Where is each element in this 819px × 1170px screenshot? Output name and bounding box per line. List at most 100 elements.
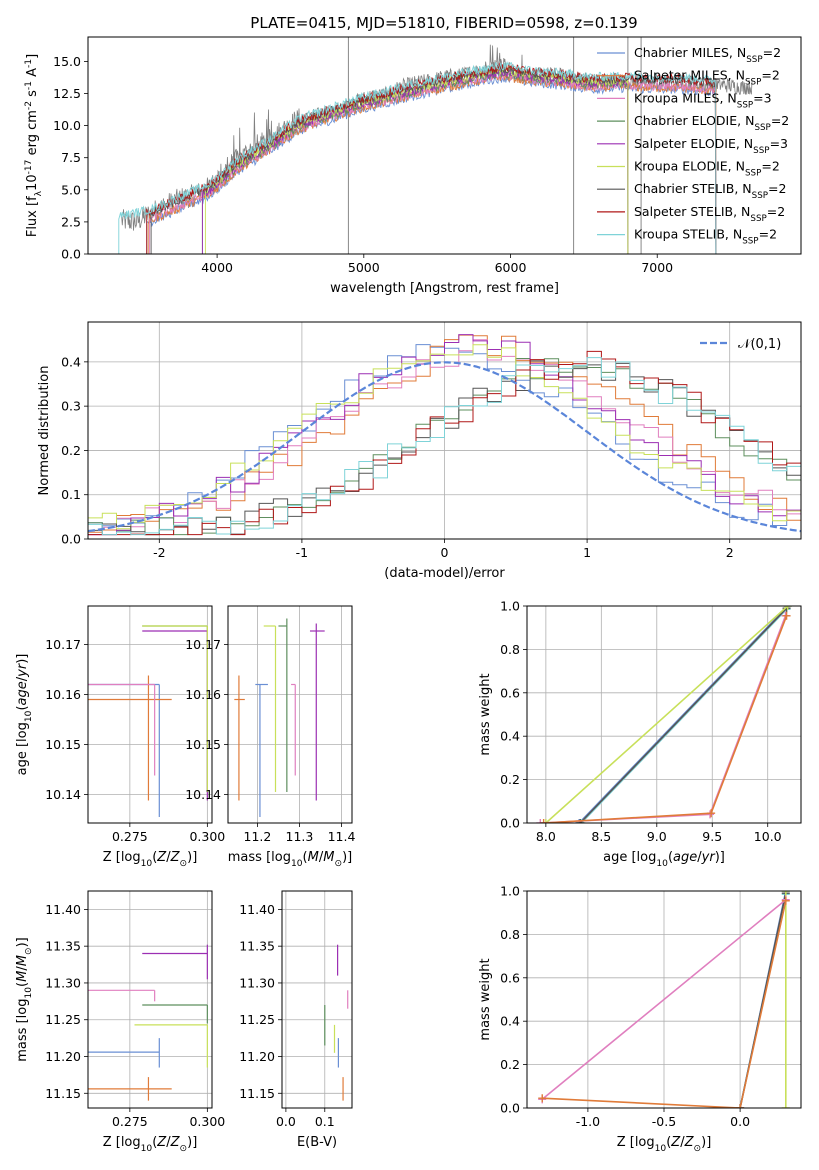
mass-weight-marker xyxy=(781,1104,790,1108)
tick-label-x: 9.5 xyxy=(702,829,722,844)
mass-weight-marker xyxy=(783,606,792,610)
tick-label-y: 10.0 xyxy=(53,118,81,133)
tick-label-y: 10.17 xyxy=(185,637,221,652)
tick-label-y: 7.5 xyxy=(61,150,81,165)
tick-label-y: 11.40 xyxy=(45,902,81,917)
tick-label-y: 11.25 xyxy=(45,1012,81,1027)
axis-label-x: Z [log10(Z/Z⊙)] xyxy=(617,1135,712,1154)
tick-label-x: 0.1 xyxy=(315,1114,335,1129)
tick-label-y: 11.30 xyxy=(239,975,275,990)
axes-age_vs_Z: 0.275 0.300 10.14 10.15 10.16 10.17 Z [log10(Z… xyxy=(15,605,225,869)
tick-label-x: -1 xyxy=(296,545,308,560)
tick-label-x: -1.0 xyxy=(576,1114,600,1129)
mass-weight-marker xyxy=(736,1104,745,1108)
tick-label-y: 11.40 xyxy=(239,902,275,917)
mass-weight-marker xyxy=(781,891,790,895)
legend-label: Salpeter STELIB, NSSP=2 xyxy=(634,204,785,224)
axes-frame xyxy=(227,605,353,824)
tick-label-y: 0.4 xyxy=(61,354,81,369)
tick-label-y: 10.14 xyxy=(45,787,81,802)
model-fit-line xyxy=(118,61,717,254)
plot-area-mass_vs_Z xyxy=(88,944,208,1101)
tick-label-y: 11.30 xyxy=(45,975,81,990)
axis-label-y: mass weight xyxy=(478,958,493,1040)
tick-label-y: 0.6 xyxy=(500,970,520,985)
tick-label-y: 11.35 xyxy=(239,939,275,954)
tick-label-x: 2 xyxy=(726,545,734,560)
tick-label-x: 0.275 xyxy=(112,1114,148,1129)
gaussian-curve xyxy=(88,361,801,533)
axis-label-y: Flux [fλ10-17 erg cm-2 s-1 A-1] xyxy=(24,54,44,237)
legend: 𝒩(0,1) xyxy=(700,337,781,352)
tick-label-x: -0.5 xyxy=(652,1114,676,1129)
mass-weight-line xyxy=(542,900,787,1108)
legend-label: Chabrier MILES, NSSP=2 xyxy=(634,45,781,65)
tick-label-y: 1.0 xyxy=(500,599,520,614)
tick-label-y: 0.3 xyxy=(61,399,81,414)
plot-area-age_vs_Z xyxy=(88,625,208,817)
axis-label-y: Normed distribution xyxy=(37,366,52,496)
axes-spectrum: 4000 5000 6000 7000 0.0 2.5 5.0 7.5 10.0 12.5 15.0… xyxy=(24,36,802,296)
tick-label-y: 11.35 xyxy=(45,939,81,954)
plots: 4000 5000 6000 70000.02.55.07.510.012.515.0… xyxy=(15,36,802,1154)
tick-label-y: 1.0 xyxy=(500,884,520,899)
residual-histogram xyxy=(88,350,801,536)
tick-label-x: 0.0 xyxy=(730,1114,750,1129)
axes-residuals: -2 -1 0 1 2 0.0 0.1 0.2 0.3 0.4 (data-model)/error… xyxy=(37,321,802,581)
plot-area-ebv xyxy=(324,944,349,1101)
legend-label: Kroupa STELIB, NSSP=2 xyxy=(634,227,777,247)
axis-label-x: age [log10(age/yr)] xyxy=(603,850,725,869)
tick-label-y: 0.0 xyxy=(500,1101,520,1116)
mass-weight-marker xyxy=(541,819,550,823)
tick-label-x: 0.300 xyxy=(189,829,225,844)
tick-label-y: 0.2 xyxy=(500,1057,520,1072)
tick-label-x: -2 xyxy=(153,545,165,560)
tick-label-y: 10.17 xyxy=(45,637,81,652)
axis-label-x: Z [log10(Z/Z⊙)] xyxy=(103,850,198,869)
tick-label-x: 8.5 xyxy=(591,829,611,844)
legend-label: Kroupa ELODIE, NSSP=2 xyxy=(634,159,780,179)
plot-area-weight_vs_age xyxy=(536,606,792,823)
tick-label-y: 0.4 xyxy=(500,1014,520,1029)
tick-label-x: 11.2 xyxy=(244,829,272,844)
tick-label-x: 11.3 xyxy=(286,829,314,844)
plot-area-age_vs_mass xyxy=(234,618,325,817)
tick-label-x: 0 xyxy=(441,545,449,560)
axes-ebv: 0.0 0.1 11.15 11.20 11.25 11.30 11.35 11.40 E(B-… xyxy=(239,890,353,1150)
tick-label-x: 11.4 xyxy=(328,829,356,844)
tick-label-y: 0.6 xyxy=(500,685,520,700)
axes-frame xyxy=(526,605,802,824)
axes-frame xyxy=(281,890,353,1109)
mass-weight-line xyxy=(541,899,787,1100)
residual-histogram xyxy=(88,344,801,533)
tick-label-y: 0.0 xyxy=(61,247,81,262)
axis-label-y: mass [log10(M/M⊙)] xyxy=(15,937,34,1061)
axis-label-x: (data-model)/error xyxy=(384,566,505,581)
tick-label-y: 0.4 xyxy=(500,729,520,744)
mass-weight-line xyxy=(545,606,789,823)
tick-label-x: 10.0 xyxy=(754,829,782,844)
mass-weight-marker xyxy=(782,611,791,620)
tick-label-y: 10.16 xyxy=(185,687,221,702)
tick-label-x: 4000 xyxy=(201,260,233,275)
legend-label: Chabrier STELIB, NSSP=2 xyxy=(634,181,786,201)
tick-label-y: 10.15 xyxy=(45,737,81,752)
axis-label-y: mass weight xyxy=(478,673,493,755)
tick-label-y: 11.25 xyxy=(239,1012,275,1027)
axes-age_vs_mass: 11.2 11.3 11.4 10.14 10.15 10.16 10.17 mass [lo… xyxy=(185,605,356,869)
legend-label: Salpeter MILES, NSSP=2 xyxy=(634,68,780,88)
tick-label-y: 0.2 xyxy=(61,443,81,458)
axis-label-x: Z [log10(Z/Z⊙)] xyxy=(103,1135,198,1154)
tick-label-x: 8.0 xyxy=(536,829,556,844)
axes-frame xyxy=(87,321,802,540)
tick-label-y: 10.16 xyxy=(45,687,81,702)
axes-frame xyxy=(87,605,213,824)
tick-label-x: 9.0 xyxy=(647,829,667,844)
tick-label-y: 12.5 xyxy=(53,86,81,101)
axes-weight_vs_age: 8.0 8.5 9.0 9.5 10.0 0.0 0.2 0.4 0.6 0.8 1.0 age [l… xyxy=(478,599,802,869)
tick-label-y: 11.15 xyxy=(239,1086,275,1101)
tick-label-y: 5.0 xyxy=(61,182,81,197)
tick-label-y: 0.0 xyxy=(61,532,81,547)
tick-label-y: 0.0 xyxy=(500,816,520,831)
